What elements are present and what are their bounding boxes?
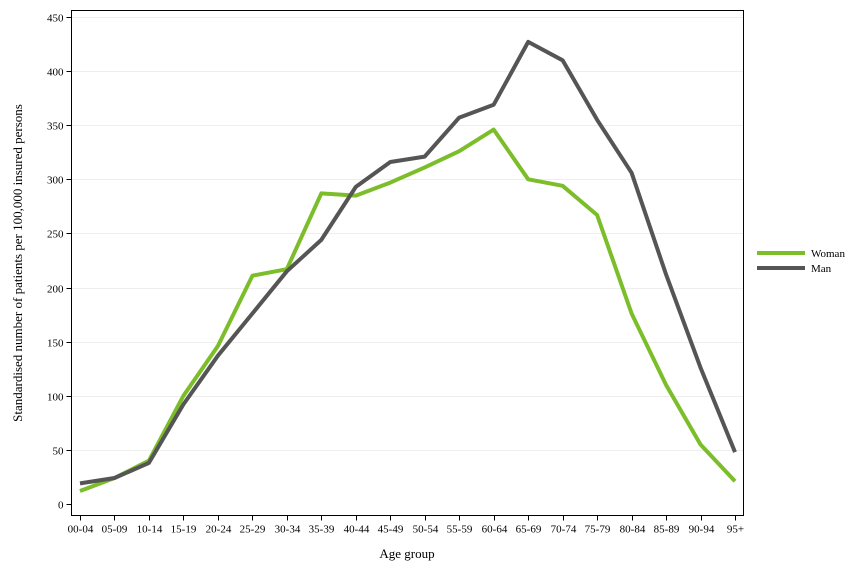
x-tick-label: 25-29	[240, 524, 266, 536]
x-tick-label: 55-59	[447, 524, 473, 536]
y-tick-label: 350	[47, 121, 64, 133]
y-tick-label: 0	[58, 500, 64, 512]
legend: Woman Man	[757, 248, 845, 275]
x-tick-label: 00-04	[68, 524, 94, 536]
y-axis-ticks: 0 50 100 150 200 250 300 350 400 450	[47, 13, 72, 512]
x-tick-label: 35-39	[309, 524, 335, 536]
x-tick-label: 15-19	[171, 524, 197, 536]
legend-label-woman: Woman	[811, 248, 845, 260]
y-tick-label: 100	[47, 392, 64, 404]
y-tick-label: 200	[47, 284, 64, 296]
x-tick-label: 30-34	[275, 524, 301, 536]
x-tick-label: 90-94	[689, 524, 715, 536]
series-line-woman	[79, 127, 737, 493]
x-tick-label: 20-24	[206, 524, 232, 536]
gridlines	[71, 17, 744, 451]
y-tick-label: 400	[47, 67, 64, 79]
x-axis-title: Age group	[379, 546, 434, 561]
x-tick-label: 95+	[727, 524, 744, 536]
series-lines	[79, 39, 737, 493]
x-tick-label: 45-49	[378, 524, 404, 536]
x-tick-label: 80-84	[620, 524, 646, 536]
y-tick-label: 150	[47, 338, 64, 350]
x-tick-label: 65-69	[516, 524, 542, 536]
x-tick-label: 85-89	[654, 524, 680, 536]
y-tick-label: 50	[53, 446, 65, 458]
legend-label-man: Man	[811, 263, 832, 275]
plot-frame	[71, 10, 744, 516]
x-tick-label: 10-14	[137, 524, 163, 536]
x-axis-ticks: 00-04 05-09 10-14 15-19 20-24 25-29 30-34 35-39…	[68, 515, 744, 536]
y-tick-label: 250	[47, 229, 64, 241]
x-tick-label: 05-09	[102, 524, 128, 536]
y-tick-label: 450	[47, 13, 64, 25]
x-tick-label: 50-54	[413, 524, 439, 536]
y-axis-title: Standardised number of patients per 100,…	[10, 104, 25, 422]
x-tick-label: 70-74	[551, 524, 577, 536]
x-tick-label: 75-79	[585, 524, 611, 536]
x-tick-label: 60-64	[482, 524, 508, 536]
x-tick-label: 40-44	[344, 524, 370, 536]
series-line-man	[79, 39, 737, 486]
y-tick-label: 300	[47, 175, 64, 187]
